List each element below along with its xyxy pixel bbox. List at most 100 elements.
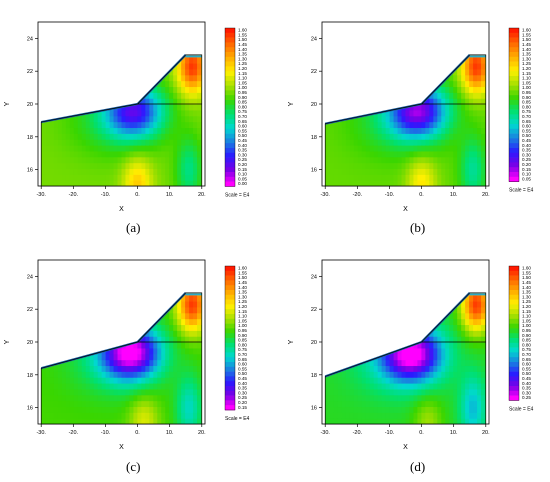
contour-cell — [185, 389, 190, 395]
contour-cell — [165, 418, 170, 424]
contour-cell — [413, 151, 418, 157]
contour-cell — [453, 151, 458, 157]
contour-cell — [122, 133, 127, 139]
contour-cell — [153, 360, 158, 366]
colorbar-swatch — [225, 372, 235, 377]
contour-cell — [165, 139, 170, 145]
contour-cell — [477, 116, 482, 122]
contour-cell — [465, 151, 470, 157]
contour-cell — [409, 401, 414, 407]
contour-cell — [94, 406, 99, 412]
contour-cell — [42, 377, 47, 383]
contour-cell — [445, 157, 450, 163]
contour-cell — [161, 348, 166, 354]
contour-cell — [181, 69, 186, 75]
contour-cell — [189, 133, 194, 139]
contour-cell — [153, 371, 158, 377]
contour-cell — [185, 157, 190, 163]
contour-cell — [153, 98, 158, 104]
contour-cell — [441, 104, 446, 110]
contour-cell — [145, 174, 150, 180]
contour-cell — [145, 336, 150, 342]
contour-cell — [354, 406, 359, 412]
contour-cell — [469, 180, 474, 186]
contour-cell — [398, 110, 403, 116]
contour-cell — [78, 401, 83, 407]
contour-cell — [125, 127, 130, 133]
contour-cell — [185, 412, 190, 418]
contour-cell — [110, 383, 115, 389]
contour-cell — [62, 168, 67, 174]
contour-cell — [118, 389, 123, 395]
contour-cell — [457, 122, 462, 128]
contour-cell — [390, 401, 395, 407]
contour-cell — [122, 418, 127, 424]
contour-cell — [74, 133, 79, 139]
contour-cell — [453, 75, 458, 81]
contour-cell — [457, 313, 462, 319]
contour-cell — [398, 377, 403, 383]
contour-cell — [469, 418, 474, 424]
contour-cell — [465, 301, 470, 307]
colorbar-swatch — [509, 148, 519, 153]
contour-cell — [417, 395, 422, 401]
contour-cell — [362, 133, 367, 139]
contour-cell — [102, 360, 107, 366]
contour-cell — [197, 307, 202, 313]
contour-cell — [342, 418, 347, 424]
contour-cell — [114, 110, 119, 116]
contour-cell — [153, 406, 158, 412]
colorbar-swatch — [509, 52, 519, 57]
contour-cell — [378, 389, 383, 395]
contour-cell — [441, 377, 446, 383]
contour-cell — [197, 86, 202, 92]
contour-cell — [185, 116, 190, 122]
contour-cell — [161, 116, 166, 122]
contour-cell — [445, 145, 450, 151]
contour-cell — [477, 151, 482, 157]
contour-cell — [421, 395, 426, 401]
colorbar-swatch — [225, 71, 235, 76]
contour-cell — [193, 371, 198, 377]
contour-cell — [102, 163, 107, 169]
contour-cell — [366, 168, 371, 174]
contour-cell — [149, 180, 154, 186]
contour-cell — [193, 110, 198, 116]
contour-cell — [82, 168, 87, 174]
contour-cell — [185, 295, 190, 301]
contour-cell — [453, 110, 458, 116]
contour-cell — [189, 395, 194, 401]
contour-cell — [197, 319, 202, 325]
contour-cell — [149, 377, 154, 383]
contour-cell — [342, 122, 347, 128]
contour-cell — [189, 122, 194, 128]
contour-cell — [90, 412, 95, 418]
contour-cell — [177, 163, 182, 169]
contour-cell — [50, 180, 55, 186]
contour-cell — [181, 133, 186, 139]
contour-cell — [326, 127, 331, 133]
colorbar-swatch — [509, 62, 519, 67]
contour-cell — [169, 127, 174, 133]
contour-cell — [98, 127, 103, 133]
contour-cell — [386, 168, 391, 174]
contour-cell — [125, 110, 130, 116]
contour-cell — [445, 81, 450, 87]
contour-cell — [338, 139, 343, 145]
contour-cell — [74, 383, 79, 389]
contour-cell — [181, 86, 186, 92]
contour-cell — [406, 145, 411, 151]
contour-cell — [66, 180, 71, 186]
contour-cell — [473, 418, 478, 424]
contour-cell — [197, 110, 202, 116]
contour-cell — [346, 180, 351, 186]
contour-cell — [106, 406, 111, 412]
contour-cell — [177, 180, 182, 186]
contour-cell — [161, 145, 166, 151]
contour-cell — [149, 330, 154, 336]
contour-cell — [374, 401, 379, 407]
contour-cell — [193, 412, 198, 418]
contour-cell — [102, 389, 107, 395]
contour-cell — [153, 116, 158, 122]
contour-cell — [465, 127, 470, 133]
